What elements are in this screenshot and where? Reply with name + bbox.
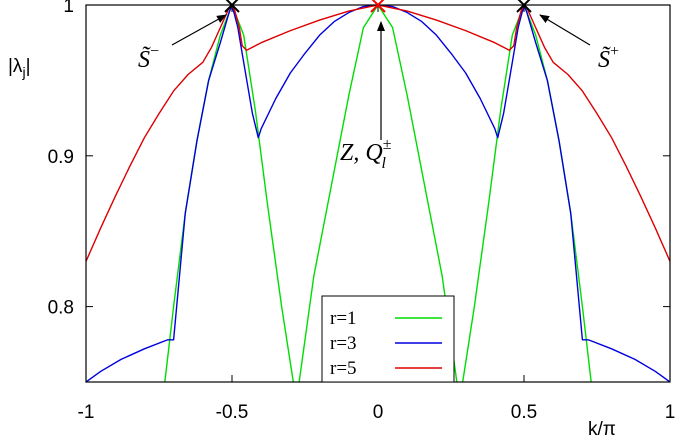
x-tick-label: -1 [78, 402, 95, 423]
annotation-s-plus: S̃+ [516, 0, 619, 73]
x-marker-s-minus [224, 0, 240, 13]
legend-label-r5: r=5 [330, 358, 357, 379]
series-line-r3-0 [86, 5, 670, 382]
x-tick-label: 0.5 [511, 402, 537, 423]
y-axis-label: |λj| [8, 56, 31, 80]
x-tick-label: 0 [373, 402, 384, 423]
series-line-r1-2 [461, 5, 592, 382]
arrow-s-plus [539, 14, 591, 46]
y-tick-label: 0.9 [48, 147, 74, 168]
x-marker-s-plus [516, 0, 532, 13]
legend-box [321, 295, 455, 383]
x-marker-z-q [370, 0, 386, 13]
legend-label-r1: r=1 [330, 308, 357, 329]
arrow-s-minus [171, 14, 227, 46]
annotation-s-minus: S̃− [138, 0, 240, 73]
y-tick-label: 0.8 [48, 298, 74, 319]
tick-labels: -1 -0.5 0 0.5 1 0.8 0.9 1 [48, 0, 676, 423]
x-tick-label: 1 [665, 402, 676, 423]
legend: r=1 r=3 r=5 [321, 295, 455, 383]
series-line-r1-1 [298, 5, 458, 382]
x-tick-label: -0.5 [216, 402, 249, 423]
legend-label-r3: r=3 [330, 333, 357, 354]
series-line-r1-0 [164, 5, 295, 382]
series-line-r5-0 [86, 5, 670, 262]
annotation-label-s-plus: S̃+ [598, 43, 619, 73]
annotation-z-q: Z, Q± l [340, 0, 392, 172]
annotations: S̃− Z, Q± l S̃+ [138, 0, 619, 172]
y-tick-label: 1 [63, 0, 74, 17]
annotation-label-z-q: Z, Q± l [340, 136, 392, 172]
x-axis-label: k/π [588, 419, 616, 440]
annotation-label-s-minus: S̃− [138, 43, 159, 73]
plot-lines [86, 5, 670, 382]
